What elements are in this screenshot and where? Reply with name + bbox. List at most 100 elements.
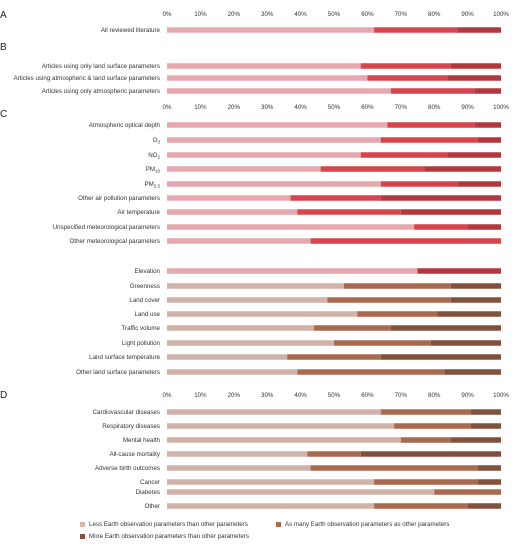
bar-segment bbox=[287, 354, 381, 360]
category-label: Atmospheric optical depth bbox=[89, 122, 161, 129]
bar-segment bbox=[167, 340, 334, 346]
tick-label: 20% bbox=[228, 11, 241, 18]
tick-label: 30% bbox=[261, 104, 274, 111]
bar-segment bbox=[390, 88, 475, 94]
bar-segment bbox=[400, 209, 501, 215]
category-label: Cardiovascular diseases bbox=[93, 409, 160, 416]
bar-segment bbox=[477, 465, 501, 471]
bar-segment bbox=[367, 75, 448, 81]
tick-label: 90% bbox=[461, 392, 474, 399]
category-label: Elevation bbox=[135, 268, 161, 275]
tick-label: 50% bbox=[328, 11, 341, 18]
tick-label: 100% bbox=[493, 11, 509, 18]
tick-label: 40% bbox=[294, 11, 307, 18]
bar-segment bbox=[450, 437, 501, 443]
category-label: Light pollution bbox=[122, 340, 161, 347]
category-label: Mental health bbox=[123, 437, 161, 444]
bar-segment bbox=[167, 369, 298, 375]
bar-segment bbox=[360, 63, 451, 69]
bar-segment bbox=[434, 489, 501, 495]
bar-segment bbox=[467, 224, 501, 230]
category-label: Traffic volume bbox=[121, 325, 160, 332]
bar-segment bbox=[297, 369, 445, 375]
bar-segment bbox=[167, 238, 311, 244]
bar-segment bbox=[167, 437, 401, 443]
category-label: Air temperature bbox=[117, 209, 160, 216]
category-label: Diabetes bbox=[136, 489, 160, 496]
category-label: Other bbox=[145, 503, 160, 510]
bar-segment bbox=[374, 479, 478, 485]
bar-segment bbox=[417, 268, 501, 274]
tick-label: 0% bbox=[163, 11, 172, 18]
bar-segment bbox=[167, 209, 298, 215]
bar-segment bbox=[457, 181, 501, 187]
legend-label-as-many: As many Earth observation parameters as … bbox=[285, 521, 450, 528]
bar-segment bbox=[387, 122, 475, 128]
bar-segment bbox=[167, 503, 375, 509]
bar-segment bbox=[167, 297, 328, 303]
category-label: Land surface temperature bbox=[89, 354, 160, 361]
category-label: Greenness bbox=[130, 283, 160, 290]
stacked-bar-figure: A 0% 10% 20% 30% 40% 50% 60% 70% 80% 90% 100% All re… bbox=[0, 10, 509, 510]
tick-label: 40% bbox=[294, 392, 307, 399]
bar-segment bbox=[477, 479, 501, 485]
bar-segment bbox=[307, 451, 361, 457]
bar-segment bbox=[380, 354, 501, 360]
bar-segment bbox=[167, 166, 321, 172]
category-label: All-cause mortality bbox=[109, 451, 160, 458]
bar-segment bbox=[474, 122, 501, 128]
bar-segment bbox=[167, 224, 415, 230]
legend-item-as-many: As many Earth observation parameters as … bbox=[276, 521, 449, 528]
tick-label: 20% bbox=[228, 104, 241, 111]
category-label: All reviewed literature bbox=[101, 27, 161, 34]
tick-label: 80% bbox=[428, 11, 441, 18]
bar-segment bbox=[400, 437, 451, 443]
tick-label: 80% bbox=[428, 392, 441, 399]
tick-label: 10% bbox=[194, 392, 207, 399]
bar-segment bbox=[167, 325, 314, 331]
tick-label: 0% bbox=[163, 104, 172, 111]
category-label: Respiratory diseases bbox=[102, 423, 160, 430]
bar-segment bbox=[167, 181, 381, 187]
category-label: Unspecified meteorological parameters bbox=[53, 224, 160, 231]
bar-segment bbox=[374, 503, 468, 509]
category-label: Articles using atmospheric & land surfac… bbox=[13, 75, 160, 82]
category-label: O3 bbox=[153, 137, 161, 145]
bar-segment bbox=[477, 137, 501, 143]
bar-segment bbox=[374, 27, 458, 33]
bar-segment bbox=[390, 325, 501, 331]
bar-segment bbox=[167, 75, 368, 81]
bar-segment bbox=[327, 297, 451, 303]
bar-segment bbox=[297, 209, 401, 215]
bar-segment bbox=[380, 409, 471, 415]
tick-label: 50% bbox=[328, 104, 341, 111]
bar-segment bbox=[313, 325, 391, 331]
bar-segment bbox=[167, 268, 418, 274]
legend: Less Earth observation parameters than o… bbox=[80, 519, 500, 547]
bar-segment bbox=[167, 465, 311, 471]
tick-label: 90% bbox=[461, 104, 474, 111]
bar-segment bbox=[167, 283, 345, 289]
tick-label: 80% bbox=[428, 104, 441, 111]
bar-segment bbox=[167, 354, 288, 360]
panel-letter-b: B bbox=[0, 42, 7, 53]
bar-segment bbox=[357, 311, 438, 317]
legend-item-less: Less Earth observation parameters than o… bbox=[80, 521, 248, 528]
bar-segment bbox=[167, 479, 375, 485]
bar-segment bbox=[467, 503, 501, 509]
bar-segment bbox=[380, 137, 478, 143]
bar-segment bbox=[394, 423, 471, 429]
category-label: Land use bbox=[135, 311, 161, 318]
legend-item-more: More Earth observation parameters than o… bbox=[80, 533, 249, 540]
tick-label: 50% bbox=[328, 392, 341, 399]
bar-segment bbox=[450, 297, 501, 303]
bar-segment bbox=[444, 369, 501, 375]
bar-segment bbox=[447, 152, 501, 158]
bar-segment bbox=[167, 152, 361, 158]
panel-letter-a: A bbox=[0, 10, 7, 21]
bar-segment bbox=[380, 195, 501, 201]
bar-segment bbox=[167, 451, 308, 457]
bar-segment bbox=[167, 88, 391, 94]
tick-label: 60% bbox=[361, 392, 374, 399]
bar-segment bbox=[437, 311, 501, 317]
